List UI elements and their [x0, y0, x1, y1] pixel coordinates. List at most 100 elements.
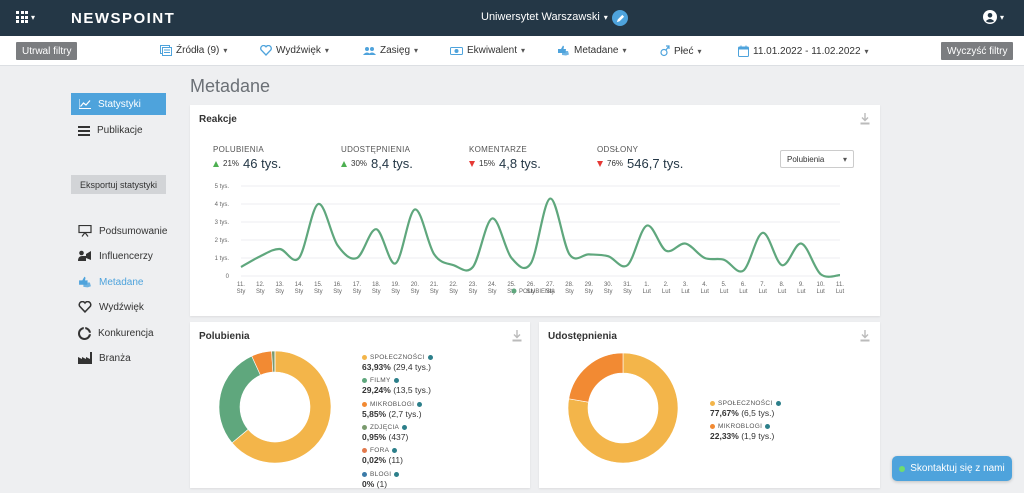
nav-item-publications[interactable]: Publikacje	[78, 125, 143, 136]
legend-item[interactable]: FILMY 29,24% (13,5 tys.)	[362, 377, 431, 395]
info-icon[interactable]	[392, 448, 398, 454]
x-tick-label: 5.	[722, 282, 727, 288]
x-tick-label: 26.	[527, 282, 536, 288]
x-tick-label: 6.	[741, 282, 746, 288]
likes-legend: SPOŁECZNOŚCI 63,93% (29,4 tys.) FILMY 29,24…	[362, 354, 522, 489]
user-menu-button[interactable]: ▾	[983, 10, 1004, 24]
legend-category-label: SPOŁECZNOŚCI	[718, 400, 773, 407]
card-title: Polubienia	[199, 331, 250, 342]
legend-detail: (11)	[388, 455, 403, 466]
chevron-down-icon: ▾	[521, 46, 526, 55]
nav-item-metadata[interactable]: Metadane	[78, 276, 143, 288]
chevron-down-icon: ▾	[1000, 12, 1005, 22]
factory-icon	[78, 352, 92, 364]
download-icon[interactable]	[860, 330, 870, 342]
thumbs-icon	[558, 45, 569, 56]
x-tick-label: 23.	[469, 282, 478, 288]
chevron-down-icon: ▾	[622, 46, 627, 55]
legend-swatch	[710, 424, 715, 430]
edit-button[interactable]	[612, 10, 628, 26]
nav-label: Podsumowanie	[99, 225, 168, 237]
x-tick-label: 9.	[799, 282, 804, 288]
grid-icon	[16, 11, 28, 23]
legend-category-label: FILMY	[370, 377, 391, 385]
card-title: Udostępnienia	[548, 331, 617, 342]
x-tick-label: Sty	[623, 289, 632, 295]
x-tick-label: Sty	[546, 289, 555, 295]
legend-percent: 0,95%	[362, 431, 387, 442]
x-tick-label: Sty	[275, 289, 284, 295]
x-tick-label: 8.	[780, 282, 785, 288]
legend-item[interactable]: FORA 0,02% (11)	[362, 447, 403, 465]
legend-swatch	[362, 401, 367, 407]
export-statistics-button[interactable]: Eksportuj statystyki	[71, 175, 166, 194]
reactions-line-chart: 01 tys.2 tys.3 tys.4 tys.5 tys.11.Sty12.…	[215, 184, 845, 295]
filter-label: Metadane	[574, 45, 619, 56]
filter-date-range[interactable]: 11.01.2022 - 11.02.2022 ▾	[738, 45, 869, 57]
filter-gender[interactable]: Płeć ▾	[660, 45, 701, 57]
nav-item-industry[interactable]: Branża	[78, 352, 131, 364]
x-tick-label: Lut	[759, 289, 768, 295]
contact-us-button[interactable]: Skontaktuj się z nami	[892, 456, 1012, 481]
metric-views: 76% 546,7 tys.	[597, 156, 683, 171]
filter-label: Zasięg	[380, 45, 411, 56]
x-tick-label: Sty	[237, 289, 246, 295]
legend-category: MIKROBLOGI	[362, 401, 423, 408]
x-tick-label: 12.	[256, 282, 265, 288]
filter-reach[interactable]: Zasięg ▾	[363, 45, 418, 56]
donut-slice-mikroblogi	[568, 353, 624, 403]
legend-item[interactable]: MIKROBLOGI 5,85% (2,7 tys.)	[362, 401, 423, 419]
metric-label-views: ODSŁONY	[597, 145, 639, 154]
info-icon[interactable]	[402, 424, 408, 430]
legend-value: 63,93% (29,4 tys.)	[362, 362, 433, 372]
x-tick-label: Sty	[295, 289, 304, 295]
legend-item[interactable]: SPOŁECZNOŚCI 77,67% (6,5 tys.)	[710, 400, 781, 418]
legend-value: 0,95% (437)	[362, 432, 408, 442]
clear-filters-button[interactable]: Wyczyść filtry	[941, 42, 1014, 60]
x-tick-label: Sty	[430, 289, 439, 295]
nav-item-summary[interactable]: Podsumowanie	[78, 225, 167, 237]
info-icon[interactable]	[394, 471, 400, 477]
filter-sources[interactable]: Źródła (9) ▾	[160, 45, 227, 56]
legend-detail: (1,9 tys.)	[741, 431, 775, 442]
x-tick-label: Sty	[411, 289, 420, 295]
legend-detail: (437)	[388, 431, 409, 442]
download-icon[interactable]	[860, 113, 870, 125]
nav-item-sentiment[interactable]: Wydźwięk	[78, 301, 144, 313]
legend-item[interactable]: MIKROBLOGI 22,33% (1,9 tys.)	[710, 423, 774, 441]
x-tick-label: 11.	[237, 282, 245, 288]
legend-percent: 63,93%	[362, 362, 391, 372]
legend-item[interactable]: SPOŁECZNOŚCI 63,93% (29,4 tys.)	[362, 354, 433, 372]
info-icon[interactable]	[427, 355, 433, 360]
metric-change: 30%	[351, 159, 368, 168]
organization-selector[interactable]: Uniwersytet Warszawski ▾	[481, 11, 608, 23]
info-icon[interactable]	[417, 401, 423, 407]
chevron-down-icon: ▾	[414, 46, 419, 55]
info-icon[interactable]	[775, 401, 781, 406]
legend-detail: (13,5 tys.)	[393, 385, 432, 396]
download-icon[interactable]	[512, 330, 522, 342]
legend-item[interactable]: ZDJĘCIA 0,95% (437)	[362, 424, 408, 442]
card-title: Reakcje	[199, 114, 237, 125]
info-icon[interactable]	[765, 424, 771, 430]
info-icon[interactable]	[393, 378, 399, 384]
x-tick-label: 13.	[275, 282, 284, 288]
nav-item-statistics[interactable]: Statystyki	[71, 93, 166, 115]
app-logo[interactable]: NEWSPOINT	[71, 10, 176, 27]
filter-sentiment[interactable]: Wydźwięk ▾	[260, 45, 329, 56]
filter-equivalent[interactable]: Ekwiwalent ▾	[450, 45, 525, 56]
nav-item-competition[interactable]: Konkurencja	[78, 327, 154, 340]
filter-metadata[interactable]: Metadane ▾	[557, 45, 627, 56]
metric-value: 46 tys.	[243, 156, 282, 171]
apps-menu-button[interactable]: ▾	[16, 11, 35, 23]
metric-select[interactable]: Polubienia ▾	[780, 150, 854, 168]
legend-item[interactable]: BLOGI 0% (1)	[362, 471, 400, 489]
x-tick-label: Sty	[353, 289, 362, 295]
metric-likes: 21% 46 tys.	[213, 156, 281, 171]
x-tick-label: 27.	[546, 282, 555, 288]
user-avatar-icon	[983, 10, 997, 24]
shares-legend: SPOŁECZNOŚCI 77,67% (6,5 tys.) MIKROBLOGI 2…	[710, 400, 850, 450]
save-filters-button[interactable]: Utrwal filtry	[16, 42, 78, 60]
legend-category: BLOGI	[362, 471, 400, 478]
nav-item-influencers[interactable]: Influencerzy	[78, 250, 153, 262]
